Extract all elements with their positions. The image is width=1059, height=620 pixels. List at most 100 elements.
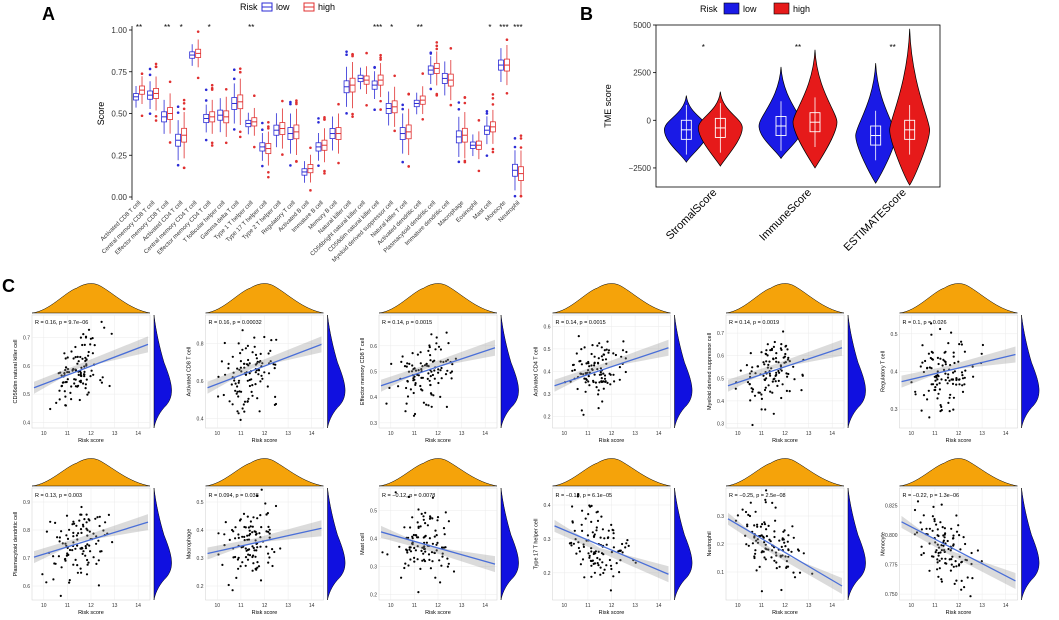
c-data-point [412,414,416,417]
c-y-tick-label: 0.5 [197,500,204,506]
c-data-point [618,571,621,574]
c-data-point [952,355,955,358]
c-data-point [413,556,416,560]
c-data-point [580,363,584,366]
c-y-tick-label: 0.4 [891,370,898,376]
c-data-point [944,360,947,364]
c-data-point [587,380,590,383]
c-data-point [98,515,101,518]
c-data-point [787,549,790,552]
c-points [563,335,628,416]
c-data-point [955,378,958,382]
c-data-point [72,367,75,371]
c-data-point [937,575,940,578]
c-data-point [70,398,73,401]
c-data-point [236,558,239,561]
c-data-point [754,549,757,552]
c-data-point [958,534,961,537]
a-outlier-point [289,164,292,167]
c-data-point [254,363,257,366]
c-data-point [939,404,942,407]
a-outlier-point [148,73,152,77]
c-data-point [66,553,69,557]
c-data-point [414,382,417,385]
c-data-point [260,374,263,377]
c-data-point [239,352,242,355]
c-data-point [765,528,768,531]
c-data-point [939,410,942,413]
c-correlation-annotation: R = −0.18, p = 6.1e−05 [556,493,613,499]
c-data-point [445,331,448,334]
c-data-point [575,352,578,355]
c-data-point [938,567,941,570]
c-data-point [963,350,967,353]
c-data-point [811,572,814,575]
c-x-tick-label: 11 [932,603,937,609]
c-data-point [951,537,955,540]
c-data-point [624,546,627,549]
c-data-point [76,544,79,547]
c-data-point [944,557,947,560]
c-data-point [763,378,766,381]
c-data-point [943,550,946,554]
c-data-point [255,532,258,535]
c-y-tick-label: 0.800 [885,533,898,539]
c-scatter-plot: 10 11 12 13 14 0.5 0.4 0.3 0.2 R = 0.094, p = 0.0… [187,458,346,616]
c-regression-line [207,343,322,389]
c-data-point [252,546,255,550]
c-data-point [969,595,972,598]
c-data-point [961,384,964,387]
c-data-point [251,555,254,559]
c-data-point [980,560,983,563]
c-data-point [769,390,772,393]
c-data-point [960,371,964,374]
c-data-point [606,381,609,384]
c-data-point [950,378,953,381]
c-data-point [254,383,257,386]
c-data-point [764,558,767,561]
a-category-group [469,119,482,173]
c-data-point [427,349,430,352]
a-outlier-point [491,147,495,151]
c-data-point [936,543,939,546]
b-legend-swatch-low [723,2,740,15]
a-outlier-point [485,112,489,115]
panel-label-c: C [2,276,15,296]
c-x-tick-label: 12 [782,431,788,437]
c-x-tick-label: 11 [759,431,764,437]
b-x-tick-label: ImmuneScore [757,187,814,244]
c-data-point [951,382,955,385]
c-data-point [626,539,629,542]
c-data-point [599,367,603,370]
c-data-point [597,393,600,396]
c-data-point [428,558,431,562]
c-data-point [575,552,578,555]
a-outlier-point [435,41,439,44]
c-data-point [74,356,77,359]
c-data-point [786,540,789,543]
c-data-point [624,370,627,374]
c-data-point [82,382,85,385]
c-data-point [586,534,590,537]
c-x-tick-label: 14 [482,603,488,609]
c-data-point [936,568,939,571]
c-data-point [783,541,786,544]
c-data-point [451,363,454,366]
a-category-group [413,72,426,121]
c-data-point [780,588,783,592]
c-data-point [751,388,755,391]
c-points [385,331,457,417]
c-data-point [420,512,423,516]
a-outlier-point [253,145,256,149]
c-data-point [417,525,420,528]
c-data-point [952,408,955,411]
c-data-point [266,385,269,388]
c-data-point [95,542,98,545]
c-data-point [581,509,584,512]
c-data-point [82,550,85,553]
c-data-point [769,374,772,377]
c-data-point [84,335,88,338]
c-data-point [58,398,61,401]
c-data-point [601,358,604,361]
c-data-point [64,559,67,562]
